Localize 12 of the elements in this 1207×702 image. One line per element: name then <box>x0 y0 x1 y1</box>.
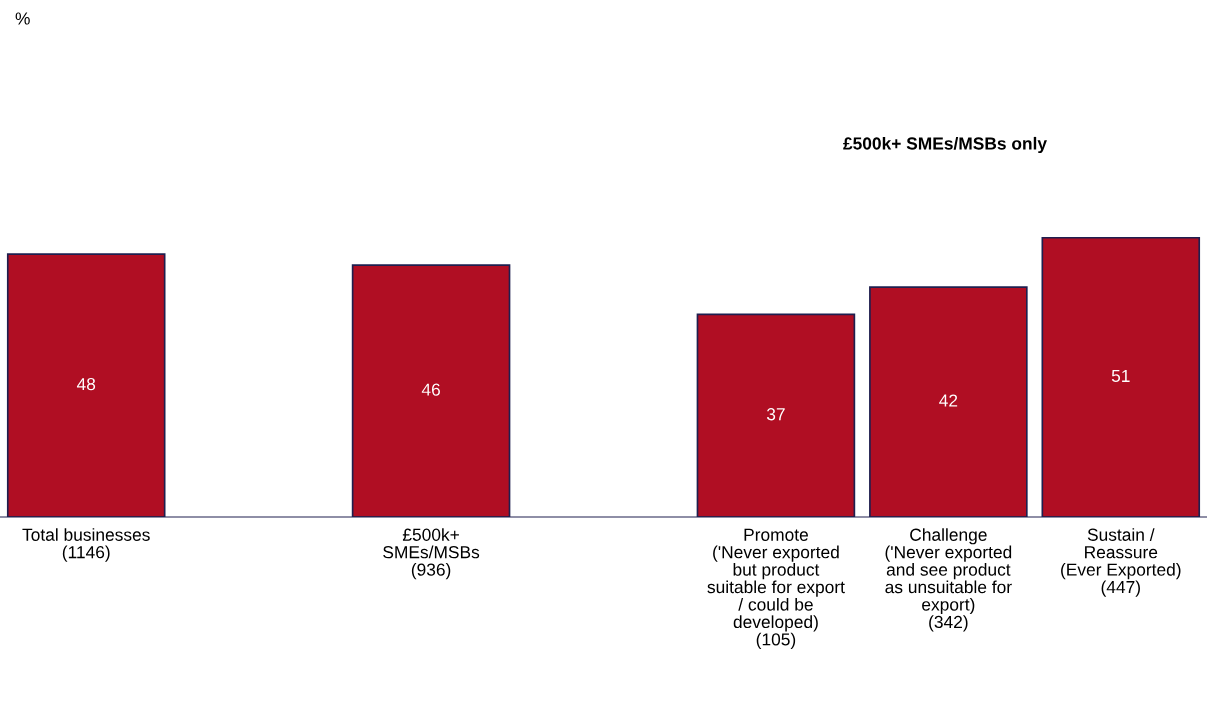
text: £500k+ SMEs/MSBs only <box>843 136 1047 154</box>
x-tick-label: Total businesses (1146) <box>22 528 150 562</box>
x-tick-label: Sustain / Reassure (Ever Exported) (447) <box>1061 528 1181 597</box>
x-tick-label: £500k+ SMEs/MSBs (936) <box>383 528 480 580</box>
x-tick-label: Promote ('Never exported but product suitable for export / could be developed) (105) <box>707 528 845 649</box>
text: % <box>15 12 30 25</box>
data-label: 48 <box>76 377 96 391</box>
x-tick-label: Challenge ('Never exported and see product as unsuitable for export) (342) <box>885 528 1012 632</box>
data-label: 51 <box>1111 369 1130 383</box>
data-label: 37 <box>766 408 785 421</box>
data-label: 46 <box>421 383 440 396</box>
data-label: 42 <box>939 394 958 407</box>
